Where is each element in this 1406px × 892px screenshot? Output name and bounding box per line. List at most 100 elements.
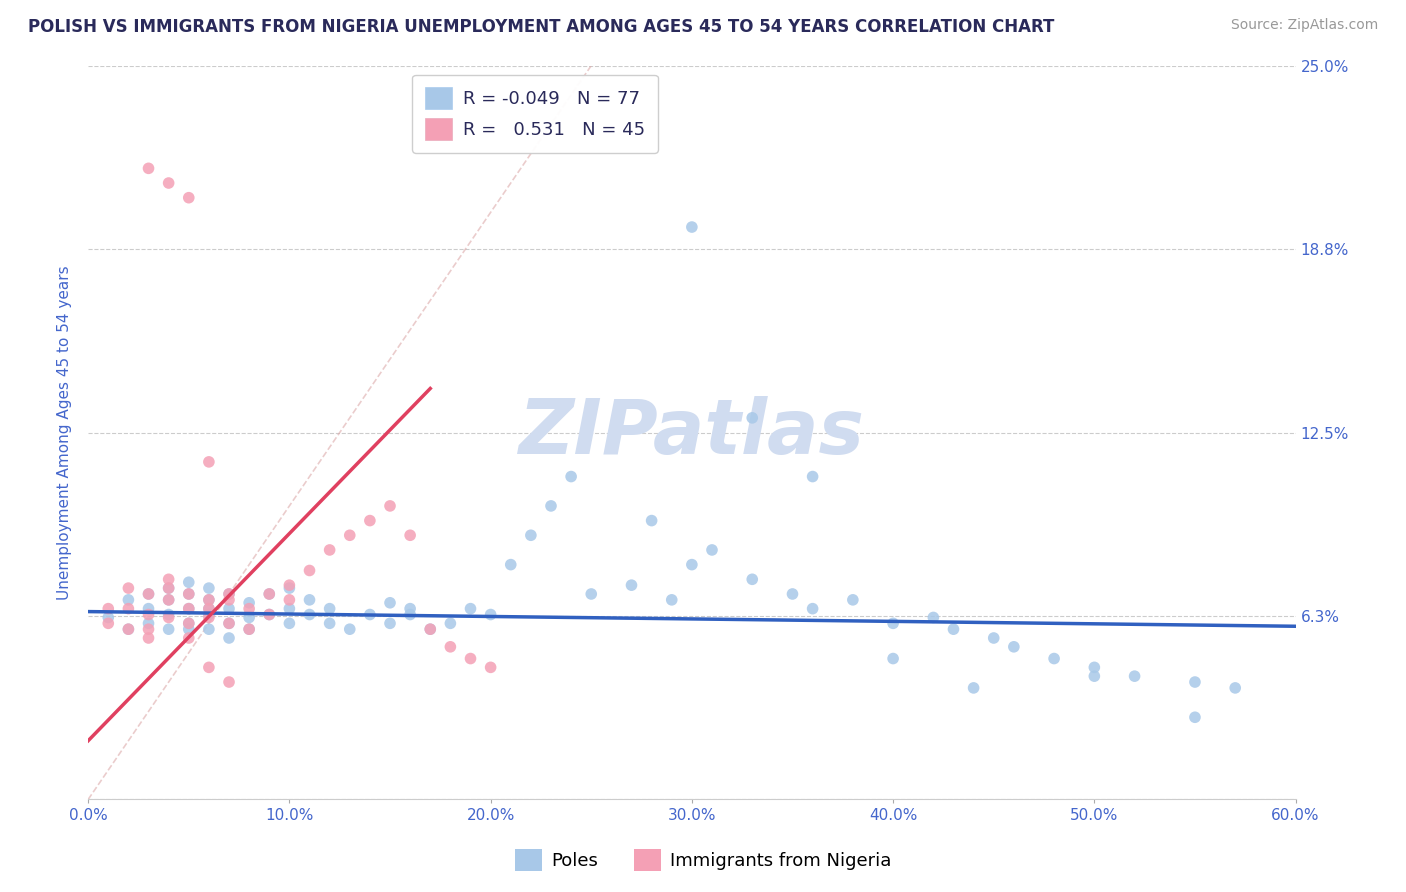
Y-axis label: Unemployment Among Ages 45 to 54 years: Unemployment Among Ages 45 to 54 years (58, 265, 72, 599)
Point (882, 651, 904, 665)
Point (1043, 651, 1066, 665)
Point (97, 616, 120, 631)
Point (278, 592, 301, 607)
Point (177, 622, 200, 636)
Point (741, 572, 763, 586)
Point (1083, 669, 1105, 683)
Point (520, 528, 543, 542)
Point (238, 601, 260, 615)
Point (218, 592, 240, 607)
Point (298, 607, 321, 622)
Point (278, 601, 301, 615)
Point (460, 601, 482, 615)
Point (1225, 681, 1247, 695)
Point (318, 601, 340, 615)
Point (801, 469, 824, 483)
Point (198, 592, 221, 607)
Point (218, 587, 240, 601)
Point (218, 631, 240, 645)
Point (117, 622, 139, 636)
Point (1123, 669, 1146, 683)
Point (359, 607, 381, 622)
Point (399, 607, 422, 622)
Point (238, 610, 260, 624)
Point (138, 622, 160, 636)
Point (378, 616, 401, 631)
Point (278, 578, 301, 592)
Point (439, 640, 461, 654)
Point (882, 616, 904, 631)
Point (378, 596, 401, 610)
Point (782, 587, 804, 601)
Point (177, 631, 200, 645)
Text: POLISH VS IMMIGRANTS FROM NIGERIA UNEMPLOYMENT AMONG AGES 45 TO 54 YEARS CORRELA: POLISH VS IMMIGRANTS FROM NIGERIA UNEMPL… (28, 18, 1054, 36)
Point (499, 558, 522, 572)
Point (157, 607, 180, 622)
Point (157, 581, 180, 595)
Point (439, 616, 461, 631)
Point (177, 575, 200, 590)
Point (681, 558, 703, 572)
Point (218, 587, 240, 601)
Point (419, 622, 441, 636)
Point (298, 592, 321, 607)
Point (157, 610, 180, 624)
Point (238, 596, 260, 610)
Point (97, 601, 120, 615)
Point (339, 622, 361, 636)
Point (138, 616, 160, 631)
Point (318, 543, 340, 558)
Point (801, 601, 824, 615)
Point (479, 660, 502, 674)
Point (922, 610, 945, 624)
Point (278, 616, 301, 631)
Point (661, 592, 683, 607)
Point (138, 631, 160, 645)
Point (138, 607, 160, 622)
Point (962, 681, 984, 695)
Point (117, 601, 139, 615)
Point (218, 675, 240, 690)
Point (198, 601, 221, 615)
Point (378, 499, 401, 513)
Point (177, 601, 200, 615)
Point (560, 469, 582, 483)
Point (259, 587, 281, 601)
Point (138, 587, 160, 601)
Text: Source: ZipAtlas.com: Source: ZipAtlas.com (1230, 18, 1378, 32)
Point (259, 607, 281, 622)
Point (942, 622, 965, 636)
Point (238, 622, 260, 636)
Point (138, 587, 160, 601)
Point (700, 543, 723, 558)
Point (218, 616, 240, 631)
Point (540, 499, 562, 513)
Point (1002, 640, 1025, 654)
Point (177, 587, 200, 601)
Point (157, 592, 180, 607)
Point (1184, 675, 1206, 690)
Point (298, 564, 321, 578)
Point (399, 528, 422, 542)
Point (177, 601, 200, 615)
Point (157, 622, 180, 636)
Point (238, 622, 260, 636)
Legend: Poles, Immigrants from Nigeria: Poles, Immigrants from Nigeria (508, 842, 898, 879)
Point (177, 587, 200, 601)
Point (198, 601, 221, 615)
Legend: R = -0.049   N = 77, R =   0.531   N = 45: R = -0.049 N = 77, R = 0.531 N = 45 (412, 75, 658, 153)
Point (117, 581, 139, 595)
Point (198, 660, 221, 674)
Point (842, 592, 865, 607)
Point (177, 616, 200, 631)
Point (198, 581, 221, 595)
Point (218, 616, 240, 631)
Point (419, 622, 441, 636)
Point (681, 220, 703, 235)
Point (117, 622, 139, 636)
Point (138, 161, 160, 176)
Point (318, 616, 340, 631)
Point (479, 607, 502, 622)
Point (359, 514, 381, 528)
Point (117, 592, 139, 607)
